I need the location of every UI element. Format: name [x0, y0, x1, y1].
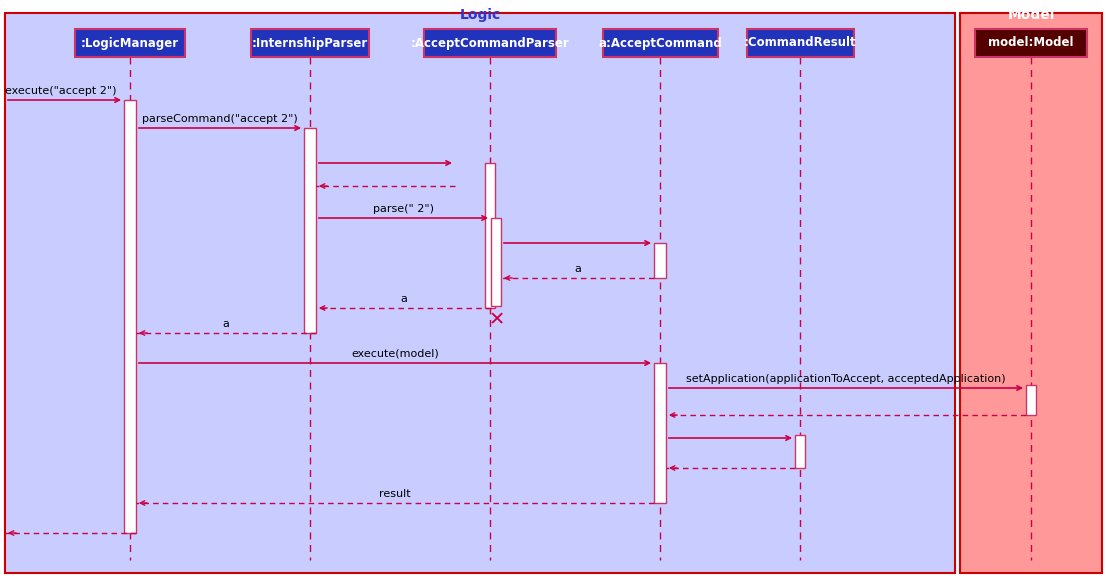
Bar — [960, 13, 1101, 573]
Text: :CommandResult: :CommandResult — [744, 36, 857, 50]
Text: ✕: ✕ — [489, 310, 505, 329]
Bar — [75, 29, 185, 57]
Bar — [654, 363, 666, 503]
Text: execute("accept 2"): execute("accept 2") — [6, 86, 116, 96]
Text: model:Model: model:Model — [989, 36, 1074, 50]
Text: result: result — [380, 489, 411, 499]
Text: parseCommand("accept 2"): parseCommand("accept 2") — [142, 114, 298, 124]
Text: Model: Model — [1007, 8, 1055, 22]
Text: a:AcceptCommand: a:AcceptCommand — [598, 36, 722, 50]
Bar — [251, 29, 369, 57]
Bar — [1026, 385, 1036, 415]
Bar — [124, 100, 136, 533]
Text: setApplication(applicationToAccept, acceptedApplication): setApplication(applicationToAccept, acce… — [686, 374, 1006, 384]
Bar — [746, 29, 853, 57]
Bar — [485, 163, 495, 308]
Bar — [304, 128, 315, 333]
Text: :InternshipParser: :InternshipParser — [252, 36, 369, 50]
Bar — [424, 29, 556, 57]
Text: a: a — [223, 319, 229, 329]
Bar — [654, 243, 666, 278]
Bar — [6, 13, 955, 573]
Text: Logic: Logic — [459, 8, 500, 22]
Bar — [975, 29, 1087, 57]
Bar — [795, 435, 805, 468]
Text: a: a — [400, 294, 407, 304]
Bar — [492, 218, 501, 306]
Bar — [602, 29, 717, 57]
Text: parse(" 2"): parse(" 2") — [373, 204, 434, 214]
Text: :LogicManager: :LogicManager — [81, 36, 179, 50]
Text: :AcceptCommandParser: :AcceptCommandParser — [411, 36, 569, 50]
Text: execute(model): execute(model) — [351, 349, 438, 359]
Text: a: a — [575, 264, 581, 274]
